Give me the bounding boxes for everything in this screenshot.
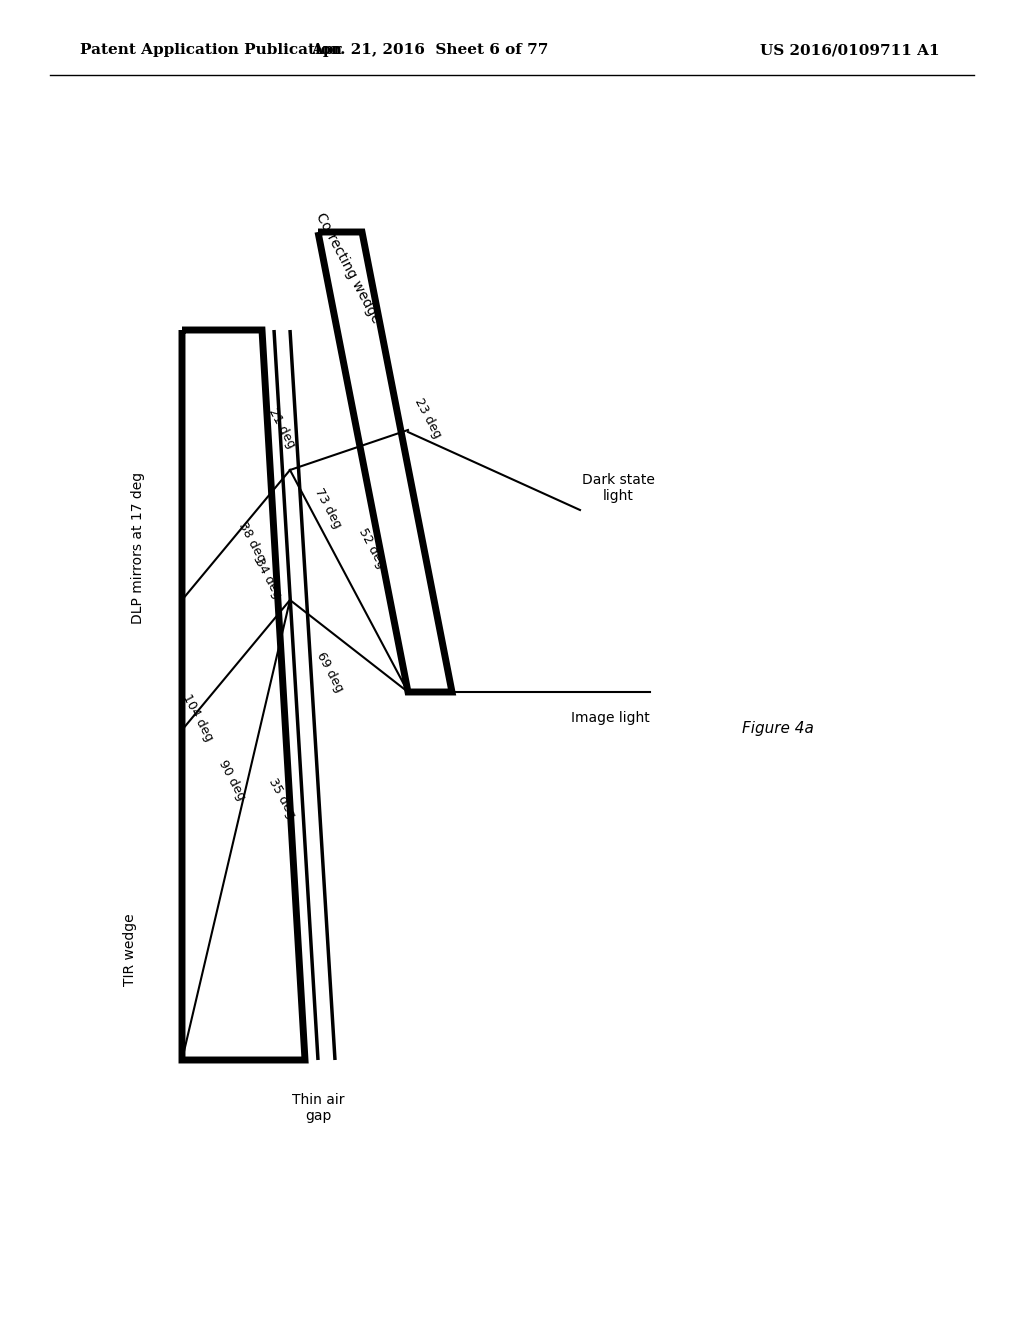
Text: Apr. 21, 2016  Sheet 6 of 77: Apr. 21, 2016 Sheet 6 of 77 (311, 44, 549, 57)
Text: 52 deg: 52 deg (356, 525, 388, 570)
Text: DLP mirrors at 17 deg: DLP mirrors at 17 deg (131, 473, 145, 624)
Text: 73 deg: 73 deg (312, 486, 344, 531)
Text: 69 deg: 69 deg (314, 649, 346, 694)
Text: TIR wedge: TIR wedge (123, 913, 137, 986)
Text: Patent Application Publication: Patent Application Publication (80, 44, 342, 57)
Text: Thin air
gap: Thin air gap (292, 1093, 344, 1123)
Text: 35 deg: 35 deg (266, 776, 298, 820)
Text: 23 deg: 23 deg (412, 396, 444, 441)
Text: 21 deg: 21 deg (266, 405, 298, 450)
Text: 34 deg: 34 deg (252, 556, 284, 601)
Text: Image light: Image light (570, 711, 649, 725)
Text: 38 deg: 38 deg (236, 520, 268, 565)
Text: Correcting wedge: Correcting wedge (313, 210, 383, 326)
Text: 90 deg: 90 deg (216, 758, 248, 803)
Text: 104 deg: 104 deg (180, 692, 216, 743)
Text: Figure 4a: Figure 4a (742, 721, 814, 735)
Text: Dark state
light: Dark state light (582, 473, 654, 503)
Text: US 2016/0109711 A1: US 2016/0109711 A1 (761, 44, 940, 57)
